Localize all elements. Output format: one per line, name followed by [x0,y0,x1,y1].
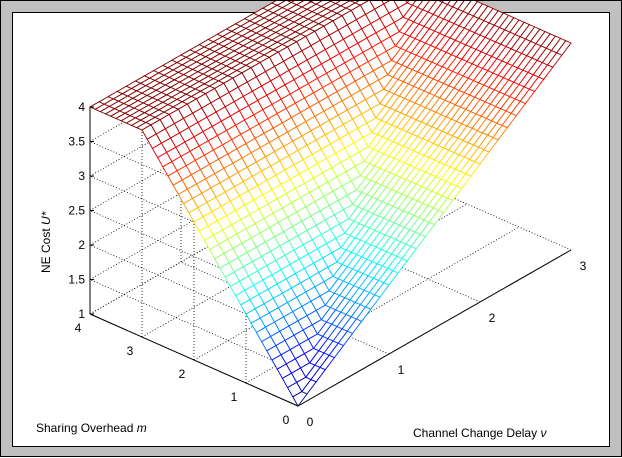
z-axis-label: NE Cost U* [39,211,53,273]
y-tick-label: 2 [179,367,186,381]
x-tick-label: 3 [580,259,587,273]
x-tick-label: 2 [489,311,496,325]
x-axis-label: Channel Change Delay ν [413,426,546,440]
z-tick-label: 2 [78,238,85,252]
y-tick-labels: 0 1 2 3 4 [75,321,290,427]
z-tick-label: 1.5 [68,273,85,287]
z-tick-label: 4 [78,100,85,114]
y-axis-label: Sharing Overhead m [36,421,147,435]
z-tick-label: 1 [78,307,85,321]
z-tick-label: 3 [78,169,85,183]
y-tick-label: 1 [231,390,238,404]
y-tick-label: 3 [127,344,134,358]
surface-mesh [90,1,571,406]
y-tick-label: 0 [283,413,290,427]
x-tick-label: 1 [398,363,405,377]
z-tick-label: 3.5 [68,135,85,149]
y-tick-label: 4 [75,321,82,335]
z-tick-label: 2.5 [68,204,85,218]
x-tick-label: 0 [307,415,314,429]
